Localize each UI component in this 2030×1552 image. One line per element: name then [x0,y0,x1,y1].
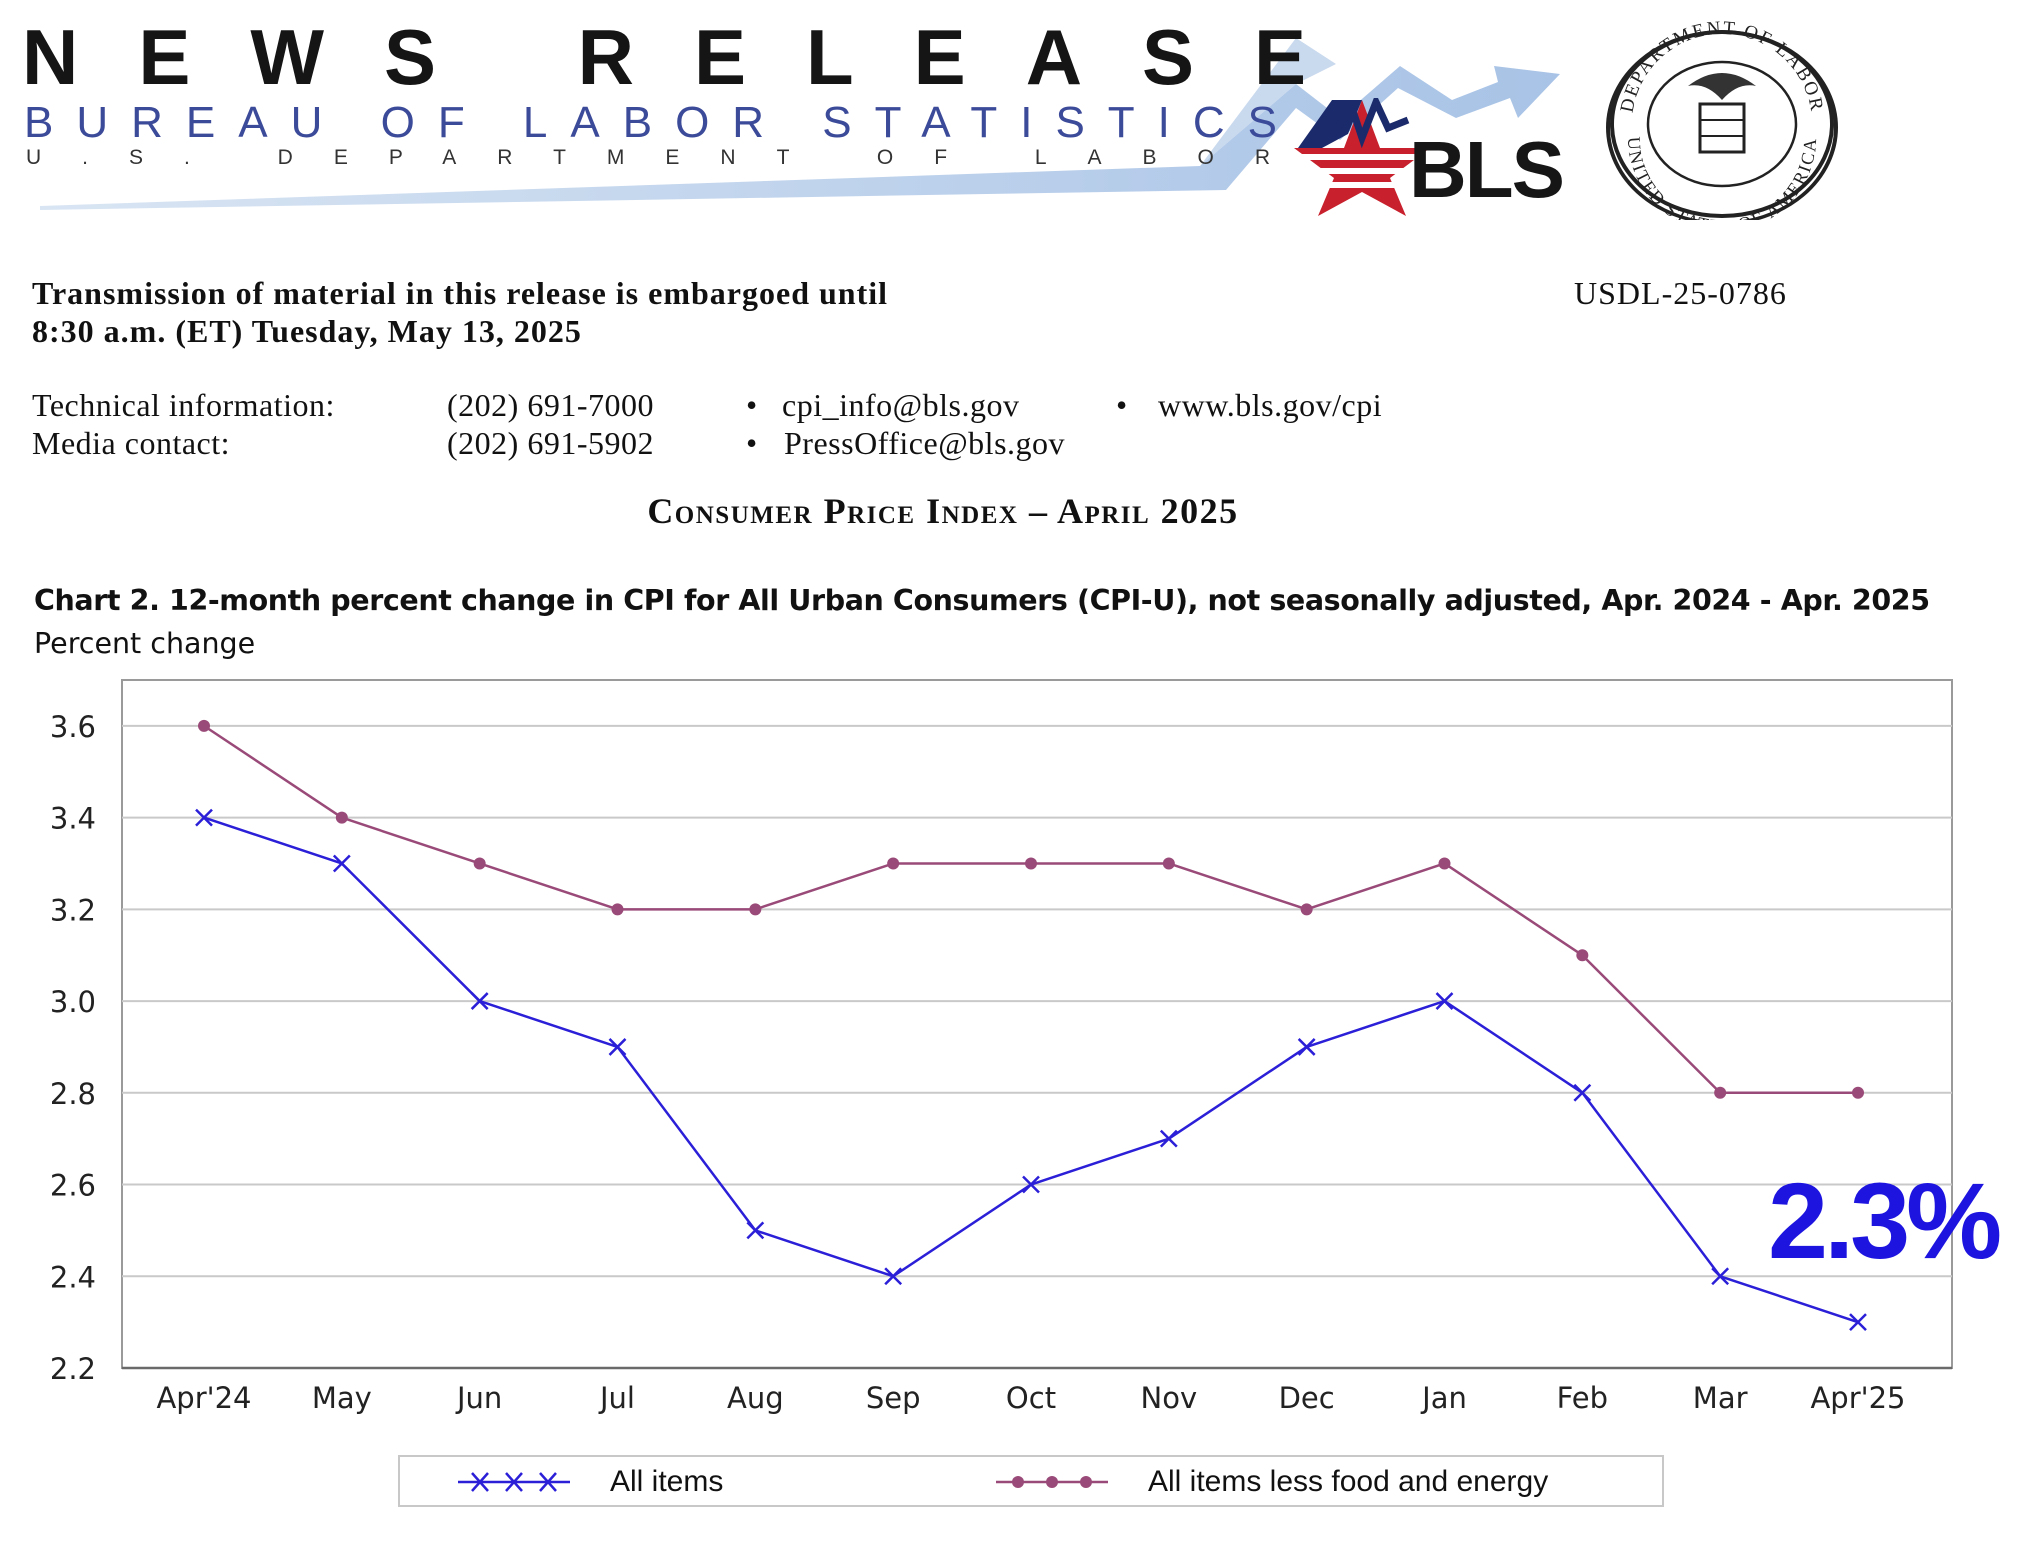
y-tick-label: 2.6 [50,1169,96,1203]
x-tick-label: Jan [1420,1381,1467,1415]
data-point-core [887,857,900,870]
y-tick-label: 3.0 [50,985,96,1019]
x-tick-label: Mar [1693,1381,1748,1415]
legend-label-all-items: All items [610,1465,724,1498]
data-point-core [1852,1086,1864,1099]
data-point-core [198,719,210,732]
plot-area [121,679,1953,1369]
data-point-core [1714,1086,1727,1099]
bullet-separator: • [1116,387,1128,423]
y-tick-label: 3.2 [50,893,96,927]
media-phone: (202) 691-5902 [447,425,654,461]
data-point-all-items [1297,1038,1316,1056]
data-point-all-items [1849,1313,1867,1332]
news-release-heading: NEWS RELEASE [22,13,1367,101]
latest-value-callout: 2.3% [1768,1160,2002,1281]
bls-logo-text: BLS [1409,125,1565,214]
bureau-name: BUREAU OF LABOR STATISTICS [24,98,1301,147]
x-tick-label: Oct [1006,1381,1056,1415]
data-point-all-items [1022,1175,1040,1194]
data-point-core [1300,903,1313,916]
release-number: USDL-25-0786 [1574,275,1787,311]
y-tick-label: 3.4 [50,802,96,836]
data-point-all-items [195,808,213,827]
embargo-notice: Transmission of material in this release… [32,274,888,350]
y-tick-label: 3.6 [50,710,96,744]
dol-seal-icon: DEPARTMENT OF LABOR UNITED STATES OF AME… [1606,20,1838,220]
x-tick-label: Apr'25 [1810,1381,1905,1415]
x-tick-label: Aug [727,1381,784,1415]
bullet-separator: • [746,387,758,423]
data-point-all-items [884,1267,903,1286]
data-point-all-items [332,854,351,873]
media-email-link[interactable]: PressOffice@bls.gov [784,425,1066,461]
embargo-line-1: Transmission of material in this release… [32,275,889,311]
y-tick-label: 2.8 [50,1077,96,1111]
x-tick-label: Jul [598,1381,635,1415]
data-point-all-items [1435,992,1454,1010]
data-point-all-items [608,1038,627,1056]
data-point-core [1025,857,1037,870]
data-point-all-items [746,1221,765,1240]
x-tick-label: Sep [866,1381,921,1415]
y-axis-label: Percent change [34,627,256,660]
tech-email-link[interactable]: cpi_info@bls.gov [782,387,1020,423]
x-tick-label: Dec [1279,1381,1335,1415]
data-point-core [1438,857,1451,870]
tech-label: Technical information: [32,387,335,423]
tech-phone: (202) 691-7000 [447,387,654,423]
report-title: Consumer Price Index – April 2025 [647,491,1239,531]
data-point-core [611,903,624,916]
legend-label-core: All items less food and energy [1148,1465,1549,1498]
circle-marker-line-icon [996,1476,1108,1488]
x-tick-label: Nov [1141,1381,1198,1415]
y-tick-label: 2.2 [50,1352,96,1386]
x-tick-label: Apr'24 [156,1381,251,1415]
data-point-core [473,857,486,870]
y-tick-label: 2.4 [50,1260,96,1294]
data-point-all-items [1573,1083,1592,1102]
x-tick-label: May [312,1381,372,1415]
data-point-all-items [1159,1129,1178,1148]
bls-star-icon [1294,98,1430,216]
data-point-core [1576,949,1589,962]
chart-title: Chart 2. 12-month percent change in CPI … [34,584,1930,617]
data-point-core [749,903,762,916]
department-name: U.S. DEPARTMENT OF LABOR [26,146,1312,169]
x-tick-label: Feb [1557,1381,1608,1415]
rising-arrow-graphic [40,38,1560,210]
x-tick-label: Jun [455,1381,502,1415]
data-point-all-items [1711,1267,1730,1286]
bullet-separator: • [746,425,758,461]
data-point-all-items [470,992,489,1010]
masthead: NEWS RELEASE BUREAU OF LABOR STATISTICS … [0,0,2030,240]
chart-legend: All items All items less food and energy [398,1455,1664,1507]
data-point-core [1162,857,1175,870]
embargo-line-2: 8:30 a.m. (ET) Tuesday, May 13, 2025 [32,313,582,349]
data-point-core [335,811,348,824]
media-label: Media contact: [32,425,231,461]
x-marker-line-icon [458,1472,570,1492]
tech-website-link[interactable]: www.bls.gov/cpi [1158,387,1383,423]
